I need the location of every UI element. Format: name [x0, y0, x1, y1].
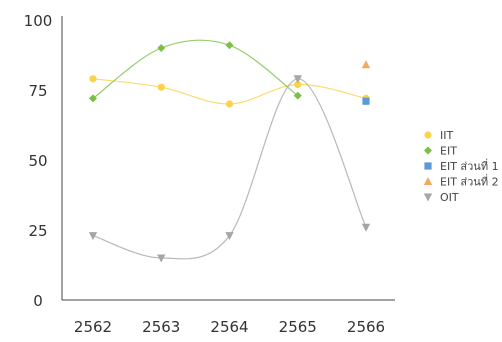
y-tick-label: 50	[28, 152, 47, 170]
series-line	[92, 39, 299, 99]
x-tick-label: 2564	[210, 318, 248, 336]
y-tick-label: 75	[28, 82, 47, 100]
x-tick-label: 2565	[279, 318, 317, 336]
data-point	[157, 44, 166, 52]
legend-label: EIT ส่วนที่ 2	[440, 174, 499, 189]
legend-label: OIT	[440, 191, 459, 204]
data-point	[293, 91, 302, 100]
data-point	[361, 60, 371, 69]
data-point	[361, 223, 371, 232]
legend-label: EIT	[440, 145, 457, 158]
data-point	[294, 80, 302, 88]
legend-label: IIT	[440, 129, 453, 142]
data-point	[293, 75, 302, 84]
axes: 0 25 50 75 100 2562 2563 2564 2565 2566	[24, 12, 395, 336]
data-point	[362, 97, 370, 105]
data-point	[157, 83, 165, 91]
series-lines	[92, 39, 367, 260]
legend-marker	[424, 162, 432, 170]
y-tick-label: 25	[28, 222, 47, 240]
y-tick-label: 0	[33, 292, 43, 310]
legend-marker	[423, 193, 433, 202]
data-point	[89, 94, 97, 103]
x-tick-label: 2566	[347, 318, 385, 336]
series-line	[92, 78, 367, 105]
data-point	[225, 41, 234, 50]
x-tick-label: 2562	[74, 318, 112, 336]
series-markers	[88, 41, 371, 263]
legend-label: EIT ส่วนที่ 1	[440, 158, 499, 173]
data-point	[225, 100, 234, 108]
legend-marker	[424, 146, 432, 155]
y-tick-label: 100	[24, 12, 53, 30]
x-tick-label: 2563	[142, 318, 180, 336]
data-point	[88, 232, 98, 241]
series-line	[92, 78, 367, 260]
legend-marker	[424, 131, 432, 139]
legend-marker	[423, 177, 433, 185]
data-point	[225, 232, 234, 241]
data-point	[89, 75, 97, 83]
data-point	[157, 254, 166, 263]
